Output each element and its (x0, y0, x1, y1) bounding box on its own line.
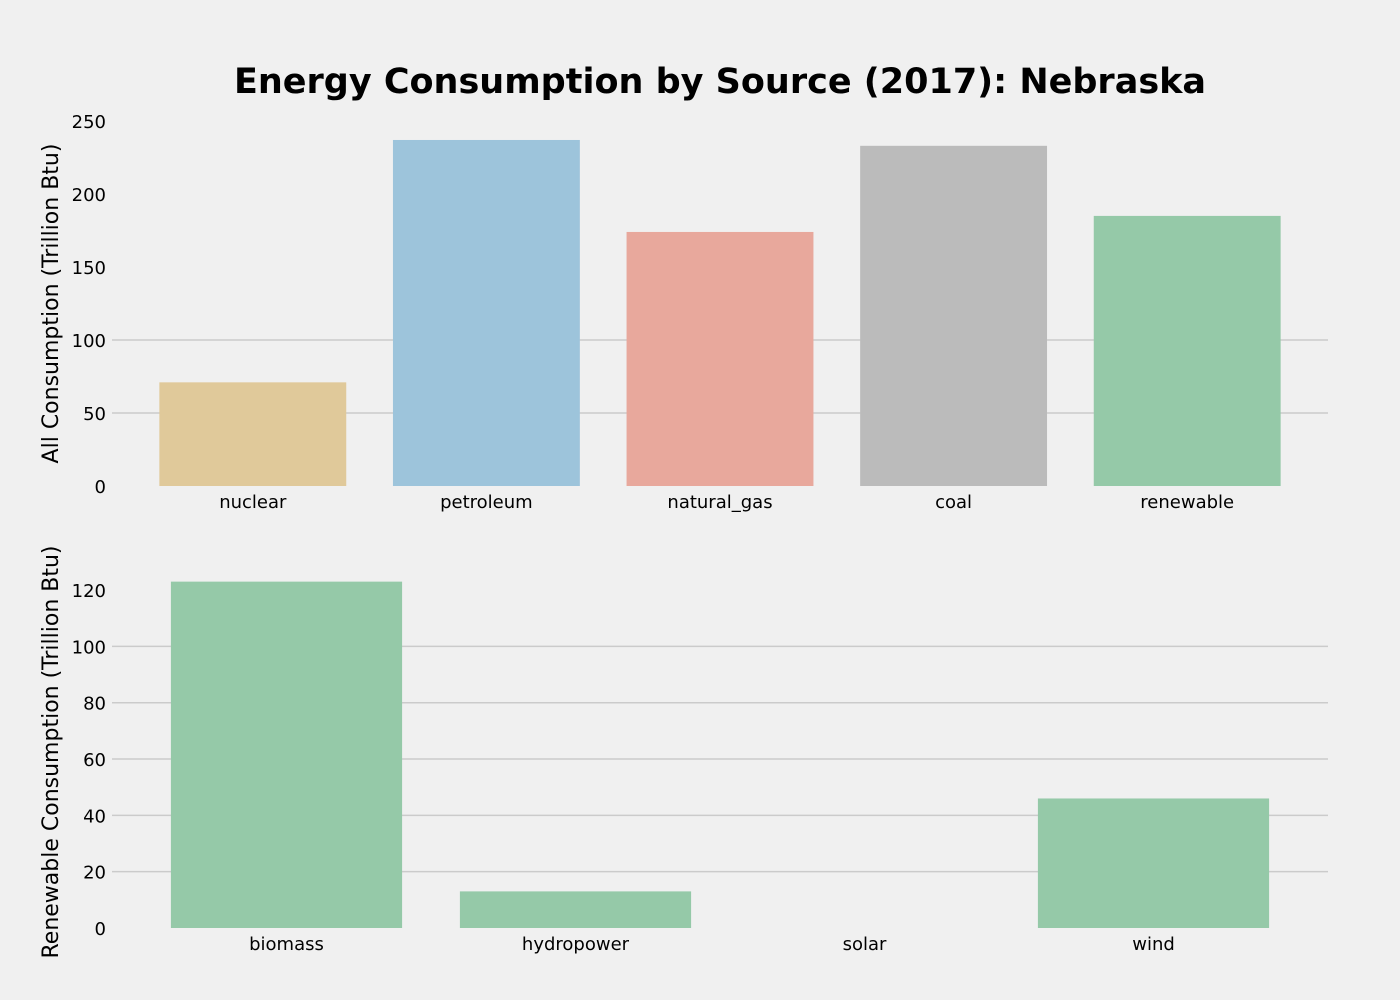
chart-title: Energy Consumption by Source (2017): Neb… (234, 62, 1206, 102)
x-tick-label: coal (935, 492, 972, 513)
x-tick-label: hydropower (522, 934, 630, 955)
renewable-consumption-panel: 0 20 40 60 80 100 120 biomass hydropower solar wi… (39, 545, 1328, 959)
x-tick-label: natural_gas (667, 492, 772, 513)
bar-wind (1037, 798, 1270, 928)
y-tick-label: 120 (72, 581, 106, 602)
bar-biomass (170, 581, 403, 928)
bar-natural-gas (626, 231, 814, 486)
y-tick-label: 100 (72, 637, 106, 658)
y-tick-label: 0 (95, 919, 106, 940)
y-tick-label: 100 (72, 331, 106, 352)
x-tick-label: nuclear (219, 492, 287, 513)
y-tick-label: 50 (83, 404, 106, 425)
renewable-consumption-y-axis-label: Renewable Consumption (Trillion Btu) (39, 545, 64, 958)
bar-renewable (1093, 215, 1281, 486)
x-tick-label: wind (1132, 934, 1175, 955)
bar-hydropower (459, 891, 692, 928)
y-tick-label: 20 (83, 863, 106, 884)
y-tick-label: 80 (83, 694, 106, 715)
y-tick-label: 200 (72, 185, 106, 206)
y-tick-label: 40 (83, 806, 106, 827)
x-tick-label: solar (843, 934, 887, 955)
all-consumption-panel: 0 50 100 150 200 250 nuclear petroleum natural_… (39, 112, 1328, 513)
y-tick-label: 0 (95, 477, 106, 498)
x-tick-label: renewable (1140, 492, 1234, 513)
bar-petroleum (392, 139, 580, 487)
bar-nuclear (159, 382, 347, 486)
x-tick-label: biomass (249, 934, 324, 955)
bar-coal (860, 145, 1048, 486)
all-consumption-y-axis-label: All Consumption (Trillion Btu) (39, 144, 64, 464)
y-tick-label: 250 (72, 112, 106, 133)
y-tick-label: 150 (72, 258, 106, 279)
y-tick-label: 60 (83, 750, 106, 771)
x-tick-label: petroleum (440, 492, 533, 513)
